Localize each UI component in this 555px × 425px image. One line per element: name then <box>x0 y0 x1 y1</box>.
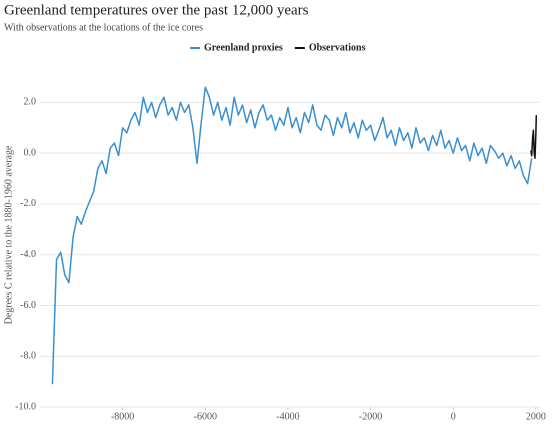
y-tick-label: -8.0 <box>20 351 36 362</box>
chart-title: Greenland temperatures over the past 12,… <box>4 2 309 18</box>
chart-subtitle: With observations at the locations of th… <box>4 22 203 33</box>
data-line <box>51 86 533 385</box>
y-axis-label: Degrees C relative to the 1880-1960 aver… <box>3 145 14 324</box>
x-tick-label: -8000 <box>111 411 134 422</box>
y-tick-label: -4.0 <box>20 249 36 260</box>
x-tick-label: 2000 <box>526 411 546 422</box>
data-line <box>530 115 538 159</box>
legend-label: Greenland proxies <box>204 42 283 53</box>
x-tick-label: -6000 <box>194 411 217 422</box>
x-tick-label: -2000 <box>359 411 382 422</box>
x-tick-label: 0 <box>451 411 456 422</box>
y-tick-label: 2.0 <box>24 97 37 108</box>
legend: Greenland proxies Observations <box>190 42 366 53</box>
y-tick-label: -2.0 <box>20 198 36 209</box>
y-tick-label: -10.0 <box>15 401 36 412</box>
y-tick-label: 0.0 <box>24 147 37 158</box>
legend-label: Observations <box>309 42 366 53</box>
x-tick-label: -4000 <box>276 411 299 422</box>
y-tick-label: -6.0 <box>20 300 36 311</box>
